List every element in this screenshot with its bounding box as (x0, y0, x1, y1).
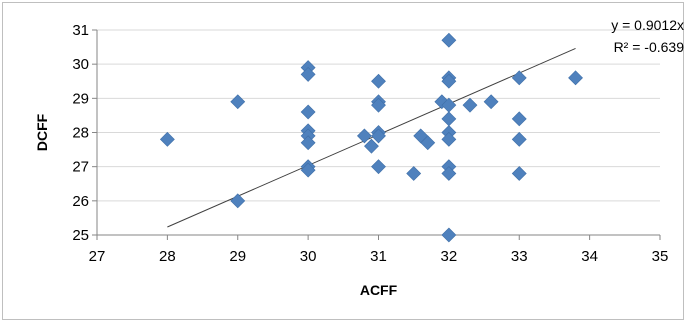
y-tick-label: 25 (72, 227, 89, 244)
data-point (301, 105, 315, 119)
x-tick-label: 35 (652, 248, 669, 265)
data-point (372, 74, 386, 88)
x-tick-label: 30 (300, 248, 317, 265)
data-point (364, 139, 378, 153)
data-point (231, 194, 245, 208)
data-point (512, 132, 526, 146)
x-axis-label: ACFF (360, 282, 398, 298)
x-tick-labels: 27 28 29 30 31 32 33 34 35 (89, 248, 669, 265)
y-axis-label: DCFF (34, 113, 50, 151)
y-tick-label: 28 (72, 125, 89, 142)
data-point (407, 167, 421, 181)
data-point (484, 95, 498, 109)
data-point (231, 95, 245, 109)
data-point (372, 160, 386, 174)
x-tick-label: 33 (511, 248, 528, 265)
data-point (512, 112, 526, 126)
data-point (357, 129, 371, 143)
r-squared-label: R² = -0.639 (614, 39, 685, 55)
y-tick-label: 30 (72, 56, 89, 73)
y-tick-label: 26 (72, 193, 89, 210)
data-point (463, 98, 477, 112)
data-point (512, 71, 526, 85)
data-point (442, 228, 456, 242)
x-tick-label: 32 (441, 248, 458, 265)
y-tick-labels: 25 26 27 28 29 30 31 (72, 22, 89, 244)
trendline-equation: y = 0.9012x (611, 17, 684, 33)
y-tick-label: 29 (72, 90, 89, 107)
data-point (569, 71, 583, 85)
data-point (442, 112, 456, 126)
x-tick-label: 27 (89, 248, 106, 265)
x-tick-label: 28 (159, 248, 176, 265)
data-point (160, 132, 174, 146)
y-tick-label: 31 (72, 22, 89, 39)
x-tick-label: 29 (229, 248, 246, 265)
x-tick-label: 34 (581, 248, 598, 265)
y-tick-label: 27 (72, 159, 89, 176)
x-tick-label: 31 (370, 248, 387, 265)
data-point (512, 167, 526, 181)
gridlines (97, 30, 660, 201)
data-point (442, 33, 456, 47)
